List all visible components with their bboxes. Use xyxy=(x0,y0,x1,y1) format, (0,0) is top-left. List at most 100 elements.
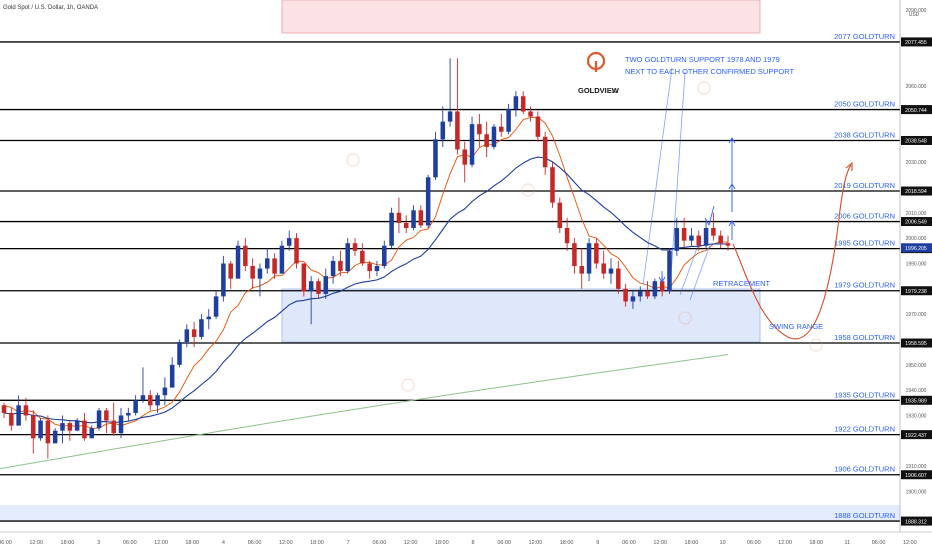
x-tick-label: 3 xyxy=(97,540,100,546)
level-price-tag xyxy=(901,286,932,296)
candle-body xyxy=(564,228,570,244)
ema-fast-line xyxy=(3,116,729,429)
ema-slow-line xyxy=(3,156,729,424)
watermark-logo xyxy=(809,338,823,352)
target-arrows xyxy=(658,137,736,283)
level-price-tag-text: 2006.549 xyxy=(905,220,927,226)
x-tick-label: 12:00 xyxy=(29,540,43,546)
candle-body xyxy=(345,243,350,272)
y-tick-label: 2000.000 xyxy=(906,236,927,242)
candle-body xyxy=(184,329,190,342)
candle-body xyxy=(557,202,563,228)
candle-body xyxy=(257,268,263,279)
candle-body xyxy=(169,364,175,388)
candle-body xyxy=(286,238,292,246)
candle-body xyxy=(89,428,95,439)
candle-body xyxy=(235,245,241,279)
candles-group xyxy=(1,58,731,459)
sma-group xyxy=(0,354,729,470)
y-tick-label: 1910.000 xyxy=(906,464,927,470)
candle-body xyxy=(316,281,321,294)
y-axis: 2077.455 2050.744 2038.548 2018.594 2006.549… xyxy=(901,8,932,526)
x-tick-label: 06:00 xyxy=(248,540,262,546)
currency-label: USD xyxy=(909,12,920,18)
candle-body xyxy=(645,291,650,297)
candle-body xyxy=(360,250,365,264)
last-price-text: 1996.205 xyxy=(905,246,927,252)
candle-body xyxy=(74,420,80,431)
candle-body xyxy=(725,243,731,246)
x-tick-label: 10 xyxy=(720,540,726,546)
candle-body xyxy=(213,296,219,317)
candle-body xyxy=(16,405,21,426)
candle-body xyxy=(133,400,138,413)
level-label: 1888 GOLDTURN xyxy=(834,511,895,520)
x-tick-label: 18:00 xyxy=(61,540,75,546)
candle-body xyxy=(191,329,197,337)
candle-body xyxy=(206,316,212,320)
candle-body xyxy=(637,291,643,297)
candle-body xyxy=(403,222,409,228)
x-tick-label: 18:00 xyxy=(809,540,823,546)
candle-body xyxy=(491,126,497,147)
watermark-logo xyxy=(521,183,535,197)
level-price-tag xyxy=(901,395,932,405)
candle-body xyxy=(243,245,248,266)
candle-body xyxy=(140,395,146,401)
candle-body xyxy=(45,420,51,444)
candle-body xyxy=(67,423,73,431)
candle-body xyxy=(601,263,606,274)
candle-body xyxy=(221,263,226,297)
candle-body xyxy=(199,319,204,337)
projection-arrowhead xyxy=(845,161,853,171)
y-tick-label: 1940.000 xyxy=(906,388,927,394)
candle-body xyxy=(147,395,153,406)
level-price-tag-text: 1906.607 xyxy=(905,473,927,479)
x-tick-label: 06:00 xyxy=(747,540,761,546)
candle-body xyxy=(477,124,482,135)
level-label: 2019 GOLDTURN xyxy=(834,181,895,190)
candle-body xyxy=(652,281,658,297)
candle-body xyxy=(23,405,29,416)
candle-body xyxy=(718,235,723,244)
x-tick-label: 8 xyxy=(471,540,474,546)
level-label: 1935 GOLDTURN xyxy=(834,390,895,399)
level-price-tag xyxy=(901,217,932,227)
candle-body xyxy=(433,139,438,178)
candle-body xyxy=(279,245,285,274)
level-price-tag xyxy=(901,516,932,526)
last-price-tag: 1996.205 xyxy=(901,243,932,253)
candle-body xyxy=(265,258,270,269)
candle-body xyxy=(60,423,65,431)
level-price-tag xyxy=(901,37,932,47)
candle-body xyxy=(440,121,446,140)
candle-body xyxy=(667,250,672,292)
level-price-tag xyxy=(901,430,932,440)
support-lines xyxy=(642,67,711,301)
watermark-logo xyxy=(697,81,711,95)
candle-body xyxy=(608,268,614,274)
top-zone xyxy=(281,0,761,34)
candle-body xyxy=(301,263,307,292)
candle-body xyxy=(506,108,511,132)
candle-body xyxy=(272,258,277,274)
support-zone-upper xyxy=(281,288,761,343)
candle-body xyxy=(696,235,702,246)
support-note: TWO GOLDTURN SUPPORT 1978 AND 1979 NEXT … xyxy=(625,55,794,76)
candle-body xyxy=(681,228,687,241)
x-tick-label: 12:00 xyxy=(154,540,168,546)
x-tick-label: 12:00 xyxy=(778,540,792,546)
candle-body xyxy=(484,134,489,147)
x-tick-label: 18:00 xyxy=(685,540,699,546)
x-tick-label: 06:00 xyxy=(872,540,886,546)
level-price-tag-text: 1979.238 xyxy=(905,289,927,295)
y-tick-label: 1970.000 xyxy=(906,312,927,318)
x-tick-label: 12:00 xyxy=(529,540,543,546)
candle-body xyxy=(579,266,585,274)
level-price-tag-text: 2050.744 xyxy=(905,108,927,114)
y-tick-label: 1990.000 xyxy=(906,261,927,267)
x-tick-label: 12:00 xyxy=(653,540,667,546)
ema-group xyxy=(3,116,729,429)
candle-body xyxy=(418,210,424,226)
